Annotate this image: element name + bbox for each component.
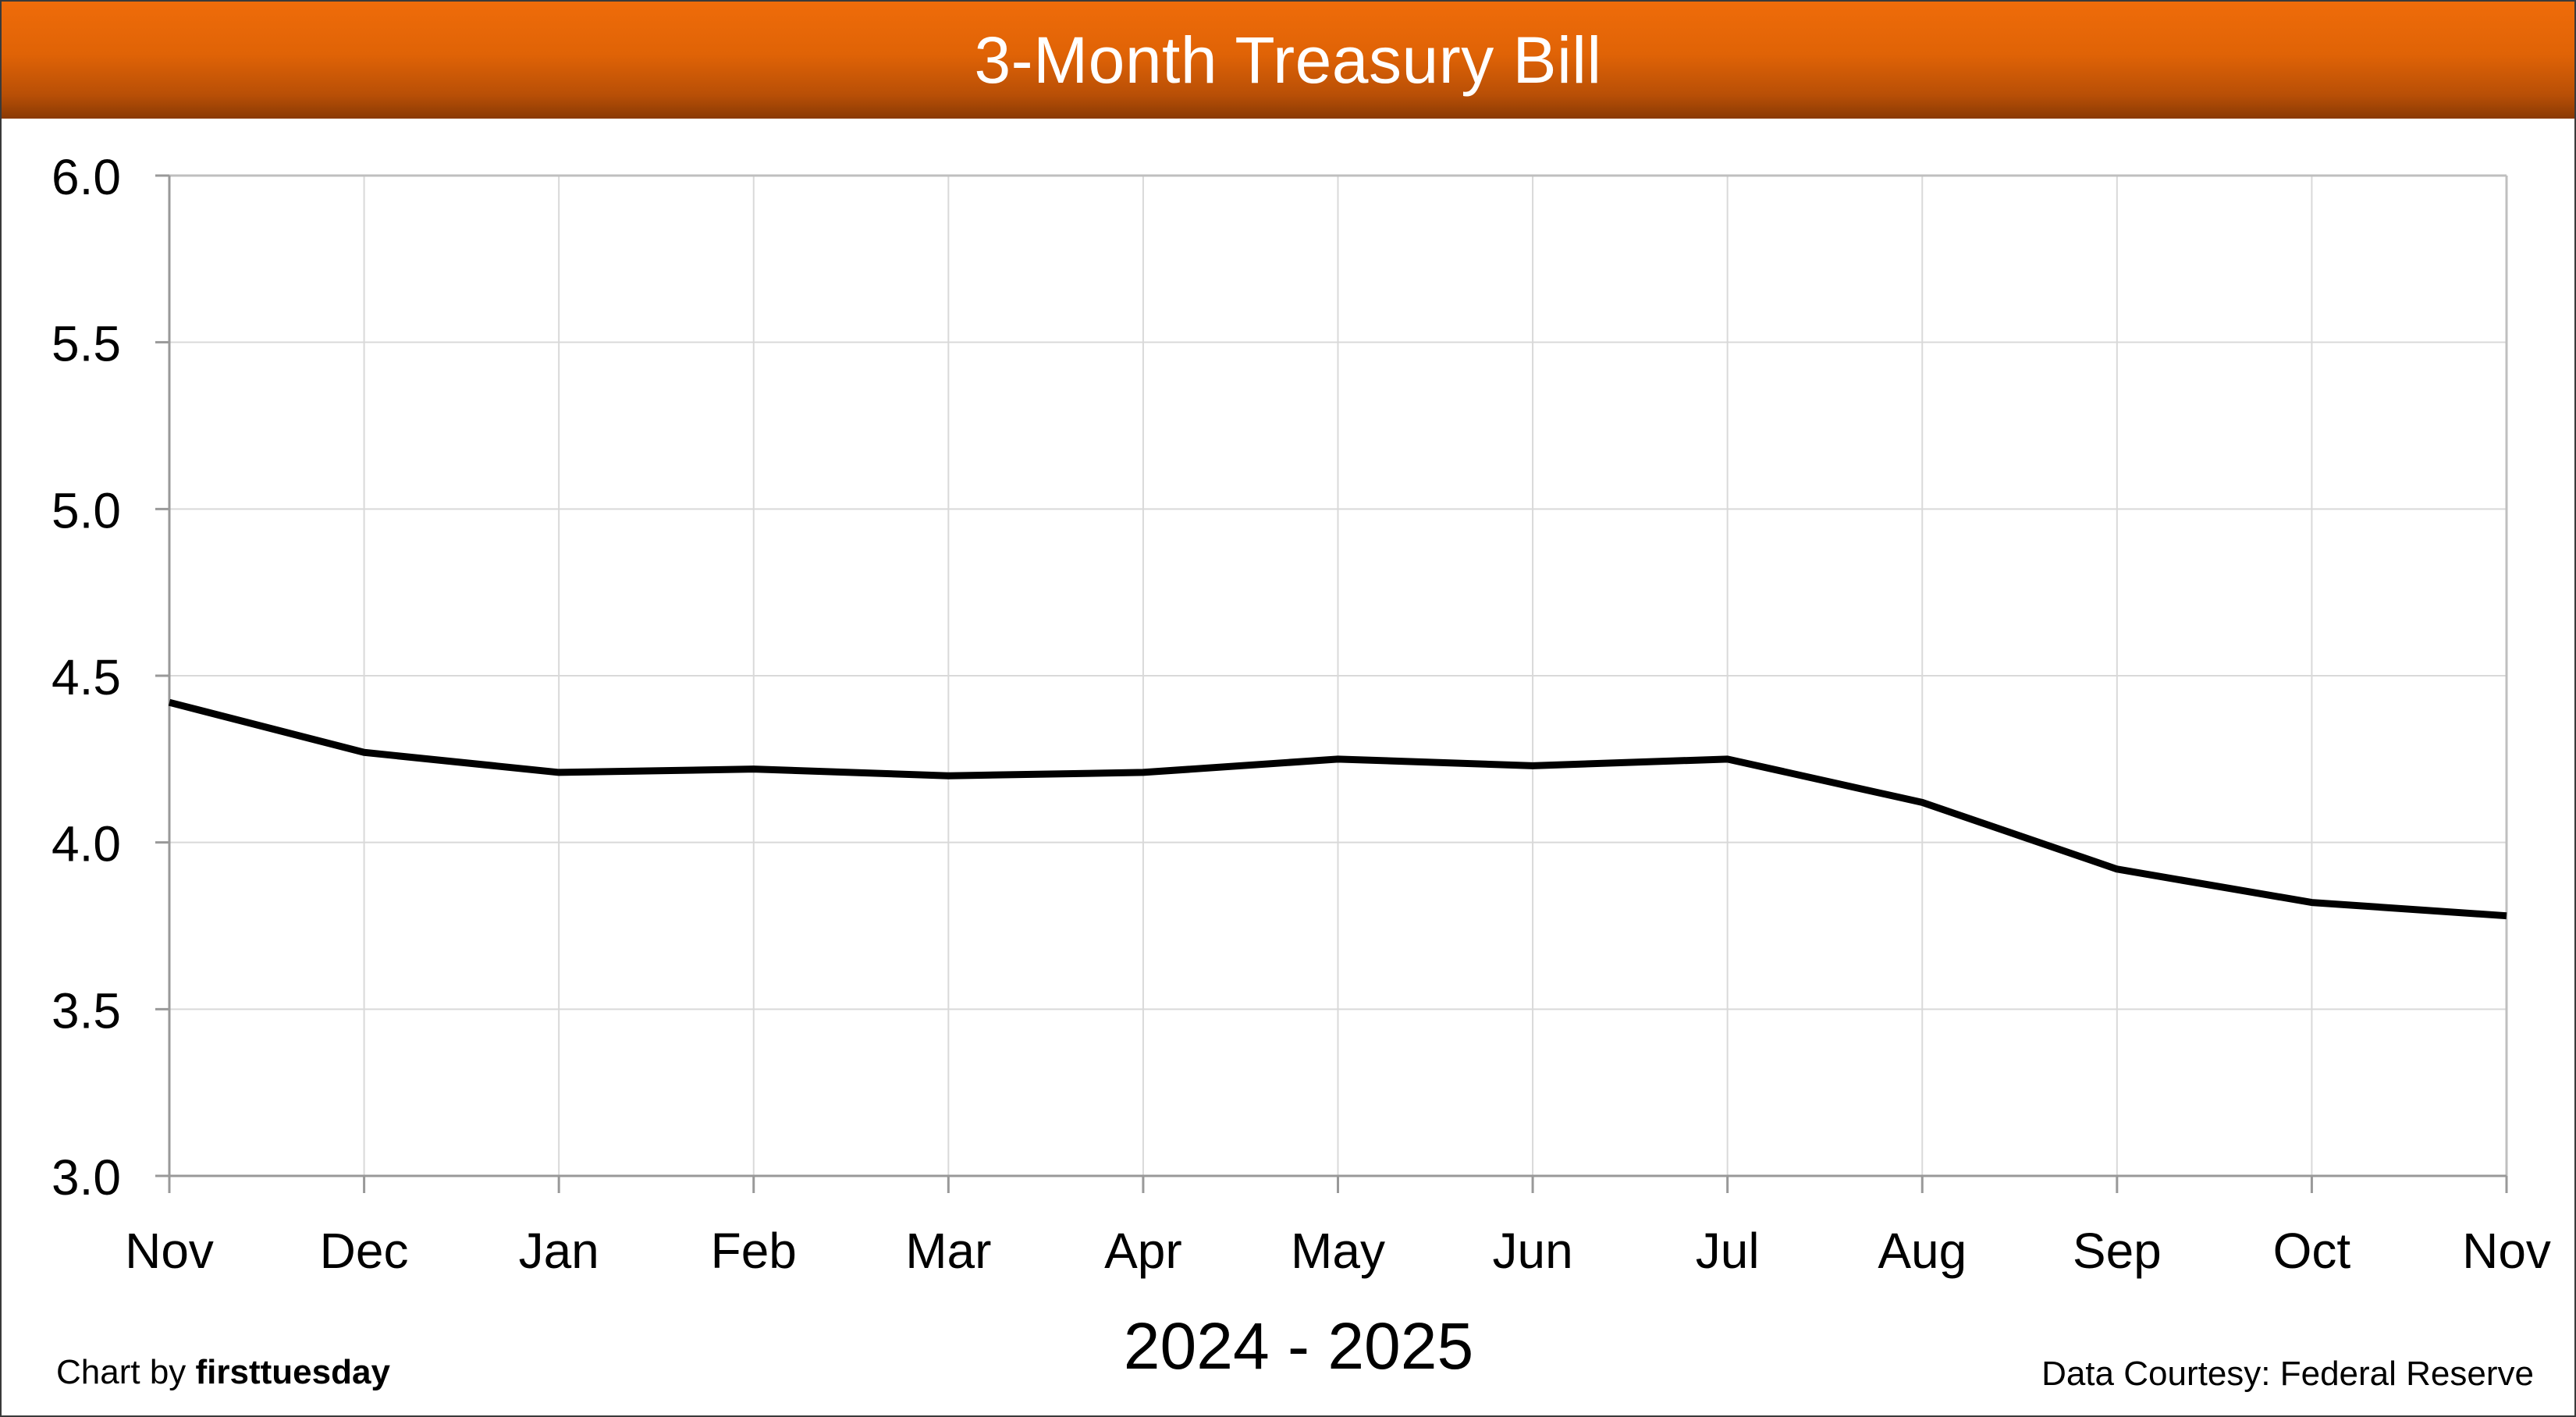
x-tick-label: Oct — [2273, 1223, 2351, 1279]
credit-prefix: Chart by — [56, 1353, 196, 1391]
axis-layer — [155, 174, 2508, 1193]
x-tick-label: Dec — [320, 1223, 409, 1279]
y-tick-label: 3.5 — [52, 982, 121, 1039]
x-tick-label: Sep — [2073, 1223, 2162, 1279]
x-tick-label: Feb — [711, 1223, 797, 1279]
x-tick-label: May — [1291, 1223, 1385, 1279]
y-tick-label: 4.0 — [52, 816, 121, 872]
x-tick-label: Mar — [905, 1223, 991, 1279]
credit-brand: firsttuesday — [195, 1353, 390, 1391]
x-axis-title: 2024 - 2025 — [1124, 1309, 1473, 1383]
grid-layer — [169, 175, 2507, 1176]
x-tick-label: Nov — [125, 1223, 214, 1279]
y-tick-label: 5.5 — [52, 316, 121, 372]
x-tick-label: Nov — [2462, 1223, 2551, 1279]
y-tick-label: 3.0 — [52, 1149, 121, 1206]
x-tick-label: Apr — [1104, 1223, 1182, 1279]
chart-credit: Chart by firsttuesday — [56, 1353, 390, 1392]
x-tick-label: Jun — [1492, 1223, 1572, 1279]
label-layer: 3.0 3.5 4.0 4.5 5.0 5.5 6.0 Nov Dec Jan Feb Mar Apr M… — [52, 149, 2551, 1279]
data-source: Data Courtesy: Federal Reserve — [2041, 1355, 2534, 1393]
y-tick-label: 6.0 — [52, 149, 121, 205]
title-bar: 3-Month Treasury Bill — [2, 2, 2574, 119]
x-tick-label: Jul — [1696, 1223, 1760, 1279]
series-layer — [168, 698, 2507, 920]
x-tick-label: Aug — [1878, 1223, 1967, 1279]
y-tick-label: 5.0 — [52, 482, 121, 538]
y-tick-label: 4.5 — [52, 649, 121, 705]
x-tick-label: Jan — [519, 1223, 599, 1279]
chart-title: 3-Month Treasury Bill — [974, 23, 1602, 97]
